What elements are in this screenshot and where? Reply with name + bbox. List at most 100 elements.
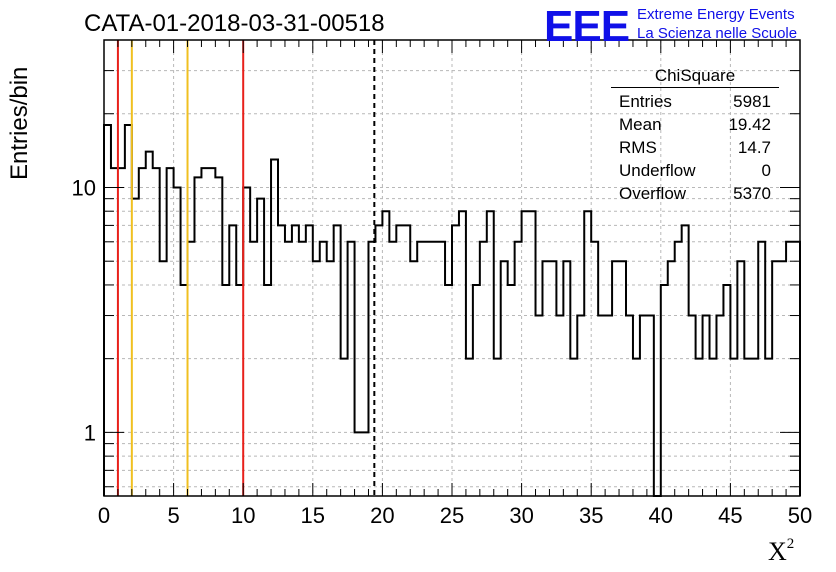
x-tick-label: 10	[231, 503, 255, 528]
histogram-bin	[710, 359, 717, 496]
histogram-bin	[758, 242, 765, 496]
histogram-bin	[334, 225, 341, 496]
histogram-bin	[278, 225, 285, 496]
histogram-bin	[167, 168, 174, 496]
stats-row-overflow: Overflow 5370	[611, 182, 779, 205]
histogram-bin	[689, 316, 696, 496]
x-axis-label-text: X	[768, 537, 787, 566]
histogram-bin	[362, 432, 369, 496]
histogram-bin	[675, 242, 682, 496]
histogram-bin	[772, 261, 779, 496]
stats-value: 0	[761, 161, 771, 180]
logo-line-2: La Scienza nelle Scuole	[637, 25, 798, 42]
histogram-bin	[181, 285, 188, 496]
histogram-bin	[466, 359, 473, 496]
histogram-bin	[744, 359, 751, 496]
histogram-bin	[737, 261, 744, 496]
histogram-bin	[452, 225, 459, 496]
histogram-bin	[598, 316, 605, 496]
histogram-bin	[494, 359, 501, 496]
histogram-bin	[236, 285, 243, 496]
histogram-bin	[292, 225, 299, 496]
histogram-bin	[584, 211, 591, 496]
histogram-bin	[515, 242, 522, 496]
x-tick-label: 0	[98, 503, 110, 528]
histogram-bin	[403, 225, 410, 496]
histogram-bin	[626, 316, 633, 496]
x-tick-label: 15	[301, 503, 325, 528]
histogram-bin	[285, 242, 292, 496]
histogram-bin	[306, 225, 313, 496]
histogram-bin	[765, 359, 772, 496]
chart-title: CATA-01-2018-03-31-00518	[84, 10, 385, 37]
histogram-bin	[723, 285, 730, 496]
histogram-bin	[730, 359, 737, 496]
stats-label: Underflow	[619, 161, 696, 180]
axes: 0 5 10 15 20 25 30 35 40 45 50 1 10	[72, 39, 812, 528]
histogram-bin	[529, 211, 536, 496]
histogram-bin	[424, 242, 431, 496]
histogram-bin	[522, 211, 529, 496]
histogram-bin	[536, 316, 543, 496]
histogram-bin	[647, 316, 654, 496]
stats-row-rms: RMS 14.7	[611, 136, 779, 159]
histogram-bin	[118, 168, 125, 496]
x-tick-label: 5	[167, 503, 179, 528]
histogram-bin	[188, 242, 195, 496]
x-tick-label: 50	[788, 503, 812, 528]
histogram-bin	[640, 316, 647, 496]
histogram-bin	[459, 211, 466, 496]
histogram-bin	[410, 261, 417, 496]
histogram-bin	[139, 168, 146, 496]
histogram-bin	[619, 261, 626, 496]
histogram-bin	[257, 199, 264, 496]
histogram-series	[103, 123, 801, 497]
stats-label: RMS	[619, 138, 657, 157]
histogram-bin	[570, 359, 577, 496]
histogram-bin	[208, 168, 215, 496]
histogram-bin	[250, 242, 257, 496]
histogram-bin	[104, 125, 111, 496]
histogram-bin	[355, 432, 362, 496]
stats-value: 14.7	[737, 138, 771, 157]
histogram-bin	[327, 261, 334, 496]
histogram-bin	[243, 187, 250, 496]
histogram-bin	[132, 199, 139, 496]
histogram-bin	[174, 187, 181, 496]
histogram-bin	[605, 316, 612, 496]
stats-label: Mean	[619, 115, 662, 134]
histogram-bin	[375, 225, 382, 496]
histogram-bin	[215, 177, 222, 496]
histogram-bin	[487, 211, 494, 496]
histogram-bin	[431, 242, 438, 496]
histogram-bin	[668, 261, 675, 496]
histogram-bin	[480, 242, 487, 496]
logo-line-1: Extreme Energy Events	[637, 6, 795, 23]
stats-value: 5981	[733, 92, 771, 111]
histogram-bin	[313, 261, 320, 496]
histogram-bin	[549, 261, 556, 496]
histogram-bin	[271, 160, 278, 496]
histogram-bin	[542, 261, 549, 496]
histogram-bin	[591, 242, 598, 496]
histogram-bin	[160, 261, 167, 496]
histogram-bin	[696, 359, 703, 496]
histogram-bin	[786, 242, 793, 496]
histogram-bin	[111, 168, 118, 496]
histogram-bin	[146, 152, 153, 496]
histogram-bin	[703, 316, 710, 496]
histogram-bin	[716, 316, 723, 496]
histogram-bin	[222, 285, 229, 496]
stats-title: ChiSquare	[611, 66, 779, 88]
histogram-bin	[125, 125, 132, 496]
x-tick-label: 30	[509, 503, 533, 528]
stats-label: Entries	[619, 92, 672, 111]
x-axis-label: X2	[768, 536, 794, 567]
histogram-bin	[229, 225, 236, 496]
histogram-bin	[201, 168, 208, 496]
stats-row-mean: Mean 19.42	[611, 113, 779, 136]
histogram-bin	[438, 242, 445, 496]
histogram-bin	[577, 316, 584, 496]
histogram-bin	[264, 285, 271, 496]
histogram-bin	[417, 242, 424, 496]
